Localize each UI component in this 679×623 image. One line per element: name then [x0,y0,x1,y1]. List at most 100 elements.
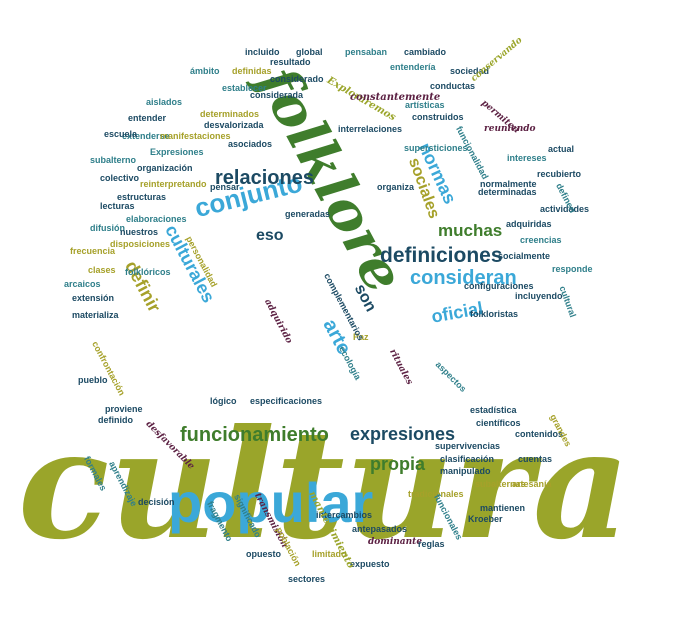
word-109: limitado [312,549,347,559]
word-17: expresiones [350,424,456,444]
word-5: definiciones [380,244,503,267]
word-29: sociedad [450,66,490,76]
word-97: manipulado [440,466,491,476]
word-32: considerado [270,74,324,84]
word-72: adquiridas [506,219,552,229]
word-117: adquirido [262,297,294,346]
word-42: extenderse [122,131,170,141]
word-65: reuniendo [484,124,536,134]
word-45: asociados [228,139,273,149]
word-25: pensaban [345,47,388,57]
word-86: especificaciones [250,396,323,406]
word-21: interrelaciones [338,124,403,134]
word-103: Kroeber [468,514,503,524]
word-104: intercambios [316,510,373,520]
word-61: folklóricos [125,267,171,277]
word-102: mantienen [480,503,526,513]
word-24: global [296,47,323,57]
word-76: configuraciones [464,281,534,291]
word-46: Expresiones [150,147,204,157]
word-51: pensar [210,182,240,192]
word-66: actual [548,144,575,154]
word-44: escuela [104,129,138,139]
word-92: decisión [138,497,175,507]
word-121: frecuencia [70,246,116,256]
word-27: resultado [270,57,311,67]
word-74: socialmente [498,251,551,261]
word-88: definido [98,415,133,425]
word-55: elaboraciones [126,214,187,224]
word-108: opuesto [246,549,281,559]
word-80: Paz [353,332,369,342]
word-95: contenidos [515,429,564,439]
word-87: proviene [105,404,143,414]
word-77: incluyendo [515,291,563,301]
word-83: estadística [470,405,517,415]
word-36: aislados [146,97,183,107]
word-39: construidos [412,112,464,122]
word-60: clases [88,265,116,275]
word-110: expuesto [350,559,390,569]
word-41: desvalorizada [204,120,264,130]
word-37: determinados [200,109,260,119]
word-93: supervivencias [435,441,501,451]
word-33: conductas [430,81,476,91]
word-99: artesanía [512,479,552,489]
word-31: definidas [232,66,272,76]
word-18: propia [370,454,426,474]
word-71: actividades [540,204,590,214]
word-47: subalterno [90,155,137,165]
word-75: responde [552,264,593,274]
word-0: cultura [18,397,630,573]
word-94: clasificación [440,454,495,464]
word-43: manifestaciones [160,131,231,141]
word-2: popular [168,471,374,534]
word-8: muchas [438,221,503,240]
word-69: normalmente [480,179,537,189]
word-34: establecer [222,83,267,93]
word-128: aspectos [433,359,469,394]
word-70: determinadas [478,187,537,197]
word-64: materializa [72,310,119,320]
word-50: reinterpretando [140,179,207,189]
word-105: antepasados [352,524,408,534]
word-56: difusión [90,223,125,233]
word-4: relaciones [215,167,314,189]
word-107: reglas [418,539,445,549]
word-16: funcionamiento [180,424,329,446]
word-82: pueblo [78,375,108,385]
word-78: folkloristas [470,309,519,319]
word-6: consideran [410,267,517,289]
word-30: ámbito [190,66,220,76]
word-98: subalternas [475,479,526,489]
word-26: cambiado [404,47,447,57]
word-58: nuestros [120,227,159,237]
word-38: artísticas [405,100,445,110]
word-48: organización [137,163,193,173]
word-49: colectivo [100,173,140,183]
word-111: sectores [288,574,326,584]
word-53: estructuras [117,192,167,202]
word-22: supersticiones [404,143,468,153]
word-73: creencias [520,235,562,245]
word-23: incluido [245,47,280,57]
word-106: dominante [368,537,423,547]
word-20: constantemente [350,92,441,103]
word-28: entendería [390,62,436,72]
word-67: intereses [507,153,547,163]
word-59: disposiciones [110,239,171,249]
word-100: tradicionales [408,489,464,499]
word-62: arcaicos [64,279,101,289]
word-96: cuentas [518,454,553,464]
word-119: confrontación [90,339,128,398]
word-79: rituales [387,347,415,387]
word-40: entender [128,113,167,123]
word-13: eso [256,227,284,244]
word-57: generadas [285,209,331,219]
word-84: científicos [476,418,521,428]
word-85: lógico [210,396,237,406]
word-52: organiza [377,182,415,192]
word-63: extensión [72,293,115,303]
word-54: lecturas [100,201,135,211]
